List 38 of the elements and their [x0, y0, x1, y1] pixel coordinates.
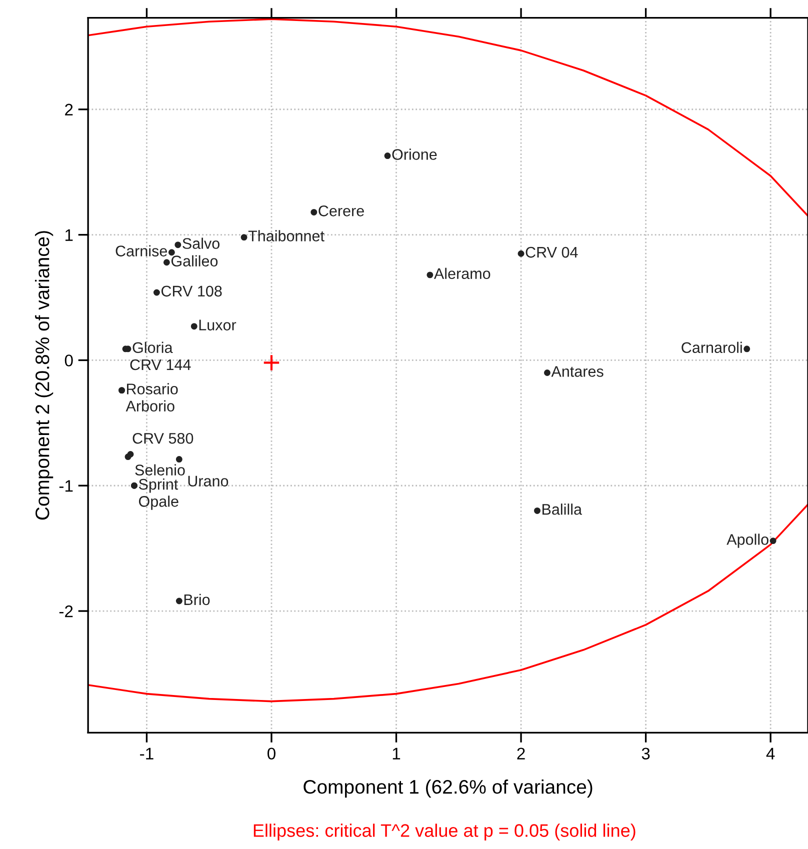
x-axis-title: Component 1 (62.6% of variance) — [304, 779, 592, 798]
x-tick-label: 2 — [517, 748, 525, 760]
data-label: Salvo — [182, 238, 220, 249]
y-tick-label: 2 — [65, 104, 73, 116]
x-tick-label: 3 — [642, 748, 650, 760]
data-label: Gloria — [132, 342, 173, 354]
data-label: Orione — [392, 148, 437, 160]
x-tick-label: 1 — [392, 748, 400, 760]
data-label: Opale — [138, 496, 178, 510]
text: Ellipses: critical T^2 value at p = 0.05 (solid line) — [254, 824, 636, 841]
data-label: Aleramo — [434, 268, 490, 280]
data-label: Urano — [188, 476, 228, 487]
y-tick-label: -2 — [59, 605, 73, 618]
y-tick-label: 0 — [64, 354, 73, 366]
data-label: CRV 144 — [130, 359, 191, 370]
x-tick-label: 4 — [766, 748, 775, 760]
data-label: CRV 580 — [132, 432, 194, 444]
x-tick-label: -1 — [140, 748, 154, 760]
data-label: Antares — [551, 366, 604, 377]
data-label: Brio — [184, 594, 210, 606]
y-tick-label: 1 — [65, 229, 73, 241]
data-label: Rosario — [127, 383, 178, 394]
x-tick-label: 0 — [268, 748, 276, 760]
data-label: Cerere — [318, 206, 364, 216]
data-label: Apollo — [726, 534, 768, 548]
y-axis-title: Component 2 (20.8% of variance) — [34, 231, 54, 520]
data-label: Arborio — [126, 400, 174, 412]
data-label: Carnise — [116, 245, 167, 256]
data-label: Balilla — [542, 504, 582, 515]
data-label: Luxor — [199, 320, 236, 330]
data-label: CRV 04 — [526, 246, 578, 258]
y-tick-label: -1 — [59, 480, 73, 492]
data-label: Thaibonnet — [248, 230, 324, 242]
data-label: Carnaroli — [682, 342, 742, 354]
data-label: Galileo — [171, 255, 218, 266]
data-label: Selenio — [135, 464, 185, 476]
data-label: CRV 108 — [161, 286, 222, 297]
data-label: Sprint — [138, 478, 178, 493]
